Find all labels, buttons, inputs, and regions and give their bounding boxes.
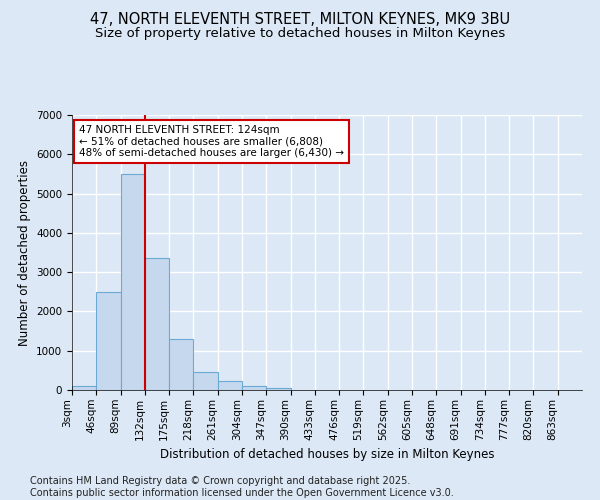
Bar [266, 388, 290, 390]
X-axis label: Distribution of detached houses by size in Milton Keynes: Distribution of detached houses by size … [160, 448, 494, 461]
Bar [169, 339, 193, 390]
Text: 47, NORTH ELEVENTH STREET, MILTON KEYNES, MK9 3BU: 47, NORTH ELEVENTH STREET, MILTON KEYNES… [90, 12, 510, 28]
Text: Contains HM Land Registry data © Crown copyright and database right 2025.
Contai: Contains HM Land Registry data © Crown c… [30, 476, 454, 498]
Bar [193, 372, 218, 390]
Bar [242, 386, 266, 390]
Text: Size of property relative to detached houses in Milton Keynes: Size of property relative to detached ho… [95, 28, 505, 40]
Bar [121, 174, 145, 390]
Text: 47 NORTH ELEVENTH STREET: 124sqm
← 51% of detached houses are smaller (6,808)
48: 47 NORTH ELEVENTH STREET: 124sqm ← 51% o… [79, 125, 344, 158]
Bar [96, 292, 121, 390]
Y-axis label: Number of detached properties: Number of detached properties [17, 160, 31, 346]
Bar [72, 386, 96, 390]
Bar [145, 258, 169, 390]
Bar [218, 381, 242, 390]
